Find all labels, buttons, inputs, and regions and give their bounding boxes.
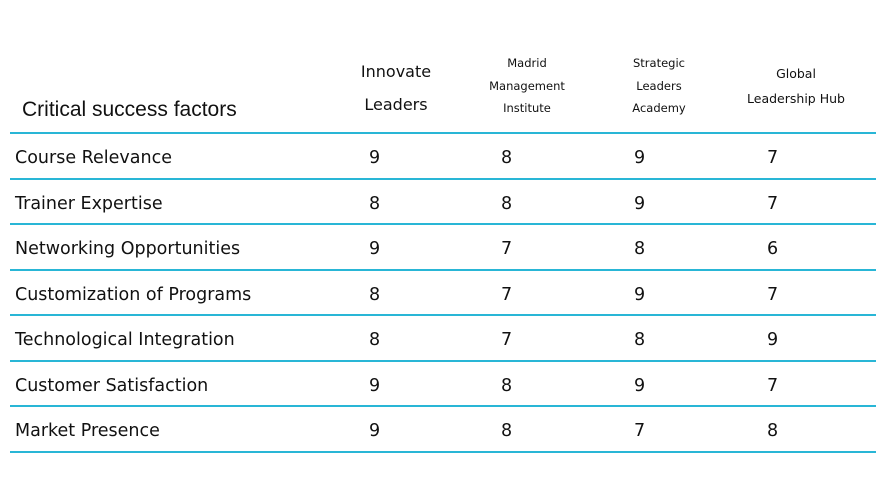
column-header-line: Leadership Hub bbox=[747, 91, 845, 106]
row-divider bbox=[10, 177, 876, 180]
row-divider bbox=[10, 223, 876, 225]
score-cell-innovate-leaders: 8 bbox=[369, 330, 381, 350]
score-cell-global-leadership-hub: 9 bbox=[767, 330, 779, 350]
score-cell-madrid-management-institute: 8 bbox=[501, 148, 513, 168]
score-cell-strategic-leaders-academy: 8 bbox=[634, 330, 646, 350]
score-cell-madrid-management-institute: 7 bbox=[501, 239, 513, 259]
column-header-strategic-leaders-academy: Strategic Leaders Academy bbox=[604, 52, 714, 120]
row-label: Course Relevance bbox=[15, 148, 172, 168]
score-cell-global-leadership-hub: 6 bbox=[767, 239, 779, 259]
score-cell-innovate-leaders: 9 bbox=[369, 148, 381, 168]
score-cell-strategic-leaders-academy: 8 bbox=[634, 239, 646, 259]
score-cell-madrid-management-institute: 8 bbox=[501, 421, 513, 441]
score-cell-strategic-leaders-academy: 9 bbox=[634, 193, 646, 214]
column-header-line: Institute bbox=[503, 101, 551, 115]
score-cell-madrid-management-institute: 8 bbox=[501, 375, 513, 396]
score-cell-madrid-management-institute: 7 bbox=[501, 330, 513, 350]
score-cell-strategic-leaders-academy: 9 bbox=[634, 284, 646, 305]
row-divider bbox=[10, 405, 876, 407]
row-label: Trainer Expertise bbox=[15, 193, 163, 214]
row-label: Networking Opportunities bbox=[15, 239, 241, 259]
column-header-madrid-management-institute: Madrid Management Institute bbox=[467, 52, 587, 120]
row-divider bbox=[10, 268, 876, 271]
column-header-line: Leaders bbox=[636, 78, 682, 93]
score-cell-strategic-leaders-academy: 9 bbox=[634, 375, 646, 396]
score-cell-innovate-leaders: 9 bbox=[369, 239, 381, 259]
row-divider bbox=[10, 132, 876, 134]
score-cell-madrid-management-institute: 8 bbox=[501, 193, 513, 214]
row-label: Technological Integration bbox=[15, 330, 235, 350]
score-cell-strategic-leaders-academy: 9 bbox=[634, 148, 646, 168]
column-header-line: Innovate bbox=[360, 62, 432, 81]
row-divider bbox=[10, 450, 876, 453]
score-cell-innovate-leaders: 8 bbox=[369, 193, 381, 214]
column-header-innovate-leaders: Innovate Leaders bbox=[336, 55, 456, 121]
score-cell-global-leadership-hub: 7 bbox=[767, 284, 779, 305]
column-header-global-leadership-hub: Global Leadership Hub bbox=[726, 61, 866, 111]
column-header-line: Leaders bbox=[364, 95, 428, 114]
score-cell-madrid-management-institute: 7 bbox=[501, 284, 513, 305]
score-cell-innovate-leaders: 8 bbox=[369, 284, 381, 305]
column-header-line: Academy bbox=[632, 101, 686, 115]
row-label: Market Presence bbox=[15, 421, 160, 441]
score-cell-global-leadership-hub: 8 bbox=[767, 421, 779, 441]
column-header-line: Management bbox=[489, 78, 565, 93]
score-cell-innovate-leaders: 9 bbox=[369, 375, 381, 396]
score-cell-global-leadership-hub: 7 bbox=[767, 148, 779, 168]
score-cell-strategic-leaders-academy: 7 bbox=[634, 421, 646, 441]
score-cell-innovate-leaders: 9 bbox=[369, 421, 381, 441]
column-header-line: Madrid bbox=[507, 56, 547, 70]
score-cell-global-leadership-hub: 7 bbox=[767, 375, 779, 396]
row-label: Customer Satisfaction bbox=[15, 375, 209, 396]
column-header-line: Global bbox=[776, 66, 816, 81]
row-divider bbox=[10, 314, 876, 316]
row-divider bbox=[10, 359, 876, 362]
table-title: Critical success factors bbox=[22, 98, 237, 121]
column-header-line: Strategic bbox=[633, 56, 685, 70]
row-label: Customization of Programs bbox=[15, 284, 252, 305]
score-cell-global-leadership-hub: 7 bbox=[767, 193, 779, 214]
